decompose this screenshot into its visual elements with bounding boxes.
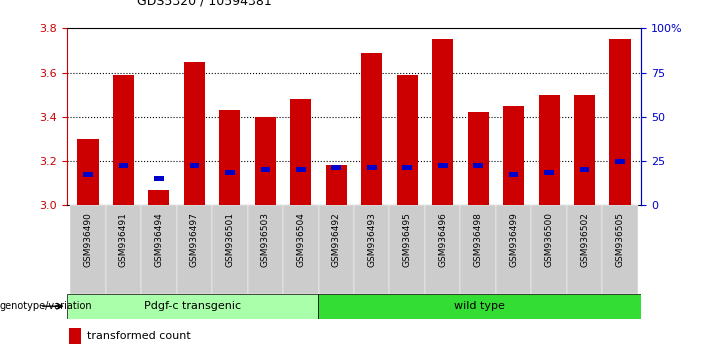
Text: GSM936503: GSM936503 — [261, 212, 270, 267]
Bar — [531, 205, 567, 294]
Text: GSM936505: GSM936505 — [615, 212, 625, 267]
Bar — [318, 294, 641, 319]
Text: GSM936495: GSM936495 — [403, 212, 411, 267]
Text: GSM936504: GSM936504 — [297, 212, 305, 267]
Bar — [602, 205, 638, 294]
Bar — [177, 205, 212, 294]
Text: GSM936492: GSM936492 — [332, 212, 341, 267]
Bar — [438, 163, 447, 168]
Bar — [247, 205, 283, 294]
Bar — [432, 39, 454, 205]
Bar — [212, 205, 247, 294]
Bar — [148, 190, 170, 205]
Bar — [538, 95, 560, 205]
Text: GSM936497: GSM936497 — [190, 212, 199, 267]
Text: GSM936499: GSM936499 — [509, 212, 518, 267]
Bar — [106, 205, 141, 294]
Bar — [332, 165, 341, 170]
Bar — [609, 39, 631, 205]
Bar — [496, 205, 531, 294]
Bar — [83, 172, 93, 177]
Text: GSM936498: GSM936498 — [474, 212, 483, 267]
Bar — [390, 205, 425, 294]
Text: GSM936491: GSM936491 — [119, 212, 128, 267]
Bar — [402, 165, 412, 170]
Bar — [261, 167, 270, 172]
Bar — [113, 75, 134, 205]
Bar — [67, 294, 318, 319]
Bar — [290, 99, 311, 205]
Bar — [397, 75, 418, 205]
Bar — [141, 205, 177, 294]
Bar — [254, 117, 276, 205]
Text: transformed count: transformed count — [87, 331, 191, 341]
Bar — [118, 163, 128, 168]
Text: GSM936500: GSM936500 — [545, 212, 554, 267]
Bar — [468, 113, 489, 205]
Bar — [318, 205, 354, 294]
Bar — [461, 205, 496, 294]
Bar — [580, 167, 590, 172]
Bar — [326, 166, 347, 205]
Text: Pdgf-c transgenic: Pdgf-c transgenic — [144, 301, 241, 311]
Bar — [574, 95, 595, 205]
Bar — [615, 159, 625, 164]
Bar — [77, 139, 99, 205]
Bar — [545, 170, 554, 175]
Text: GSM936493: GSM936493 — [367, 212, 376, 267]
Bar — [354, 205, 390, 294]
Text: GSM936496: GSM936496 — [438, 212, 447, 267]
Bar — [219, 110, 240, 205]
Text: GSM936490: GSM936490 — [83, 212, 93, 267]
Bar — [154, 176, 163, 181]
Text: GSM936502: GSM936502 — [580, 212, 589, 267]
Bar — [69, 328, 81, 344]
Bar — [361, 53, 382, 205]
Text: GDS5320 / 10594381: GDS5320 / 10594381 — [137, 0, 271, 7]
Bar — [567, 205, 602, 294]
Bar — [189, 163, 199, 168]
Text: wild type: wild type — [454, 301, 505, 311]
Bar — [503, 106, 524, 205]
Bar — [70, 205, 106, 294]
Bar — [225, 170, 235, 175]
Bar — [184, 62, 205, 205]
Bar — [283, 205, 318, 294]
Text: genotype/variation: genotype/variation — [0, 301, 93, 311]
Bar — [425, 205, 461, 294]
Bar — [473, 163, 483, 168]
Text: GSM936494: GSM936494 — [154, 212, 163, 267]
Text: GSM936501: GSM936501 — [225, 212, 234, 267]
Bar — [367, 165, 376, 170]
Bar — [296, 167, 306, 172]
Bar — [509, 172, 519, 177]
